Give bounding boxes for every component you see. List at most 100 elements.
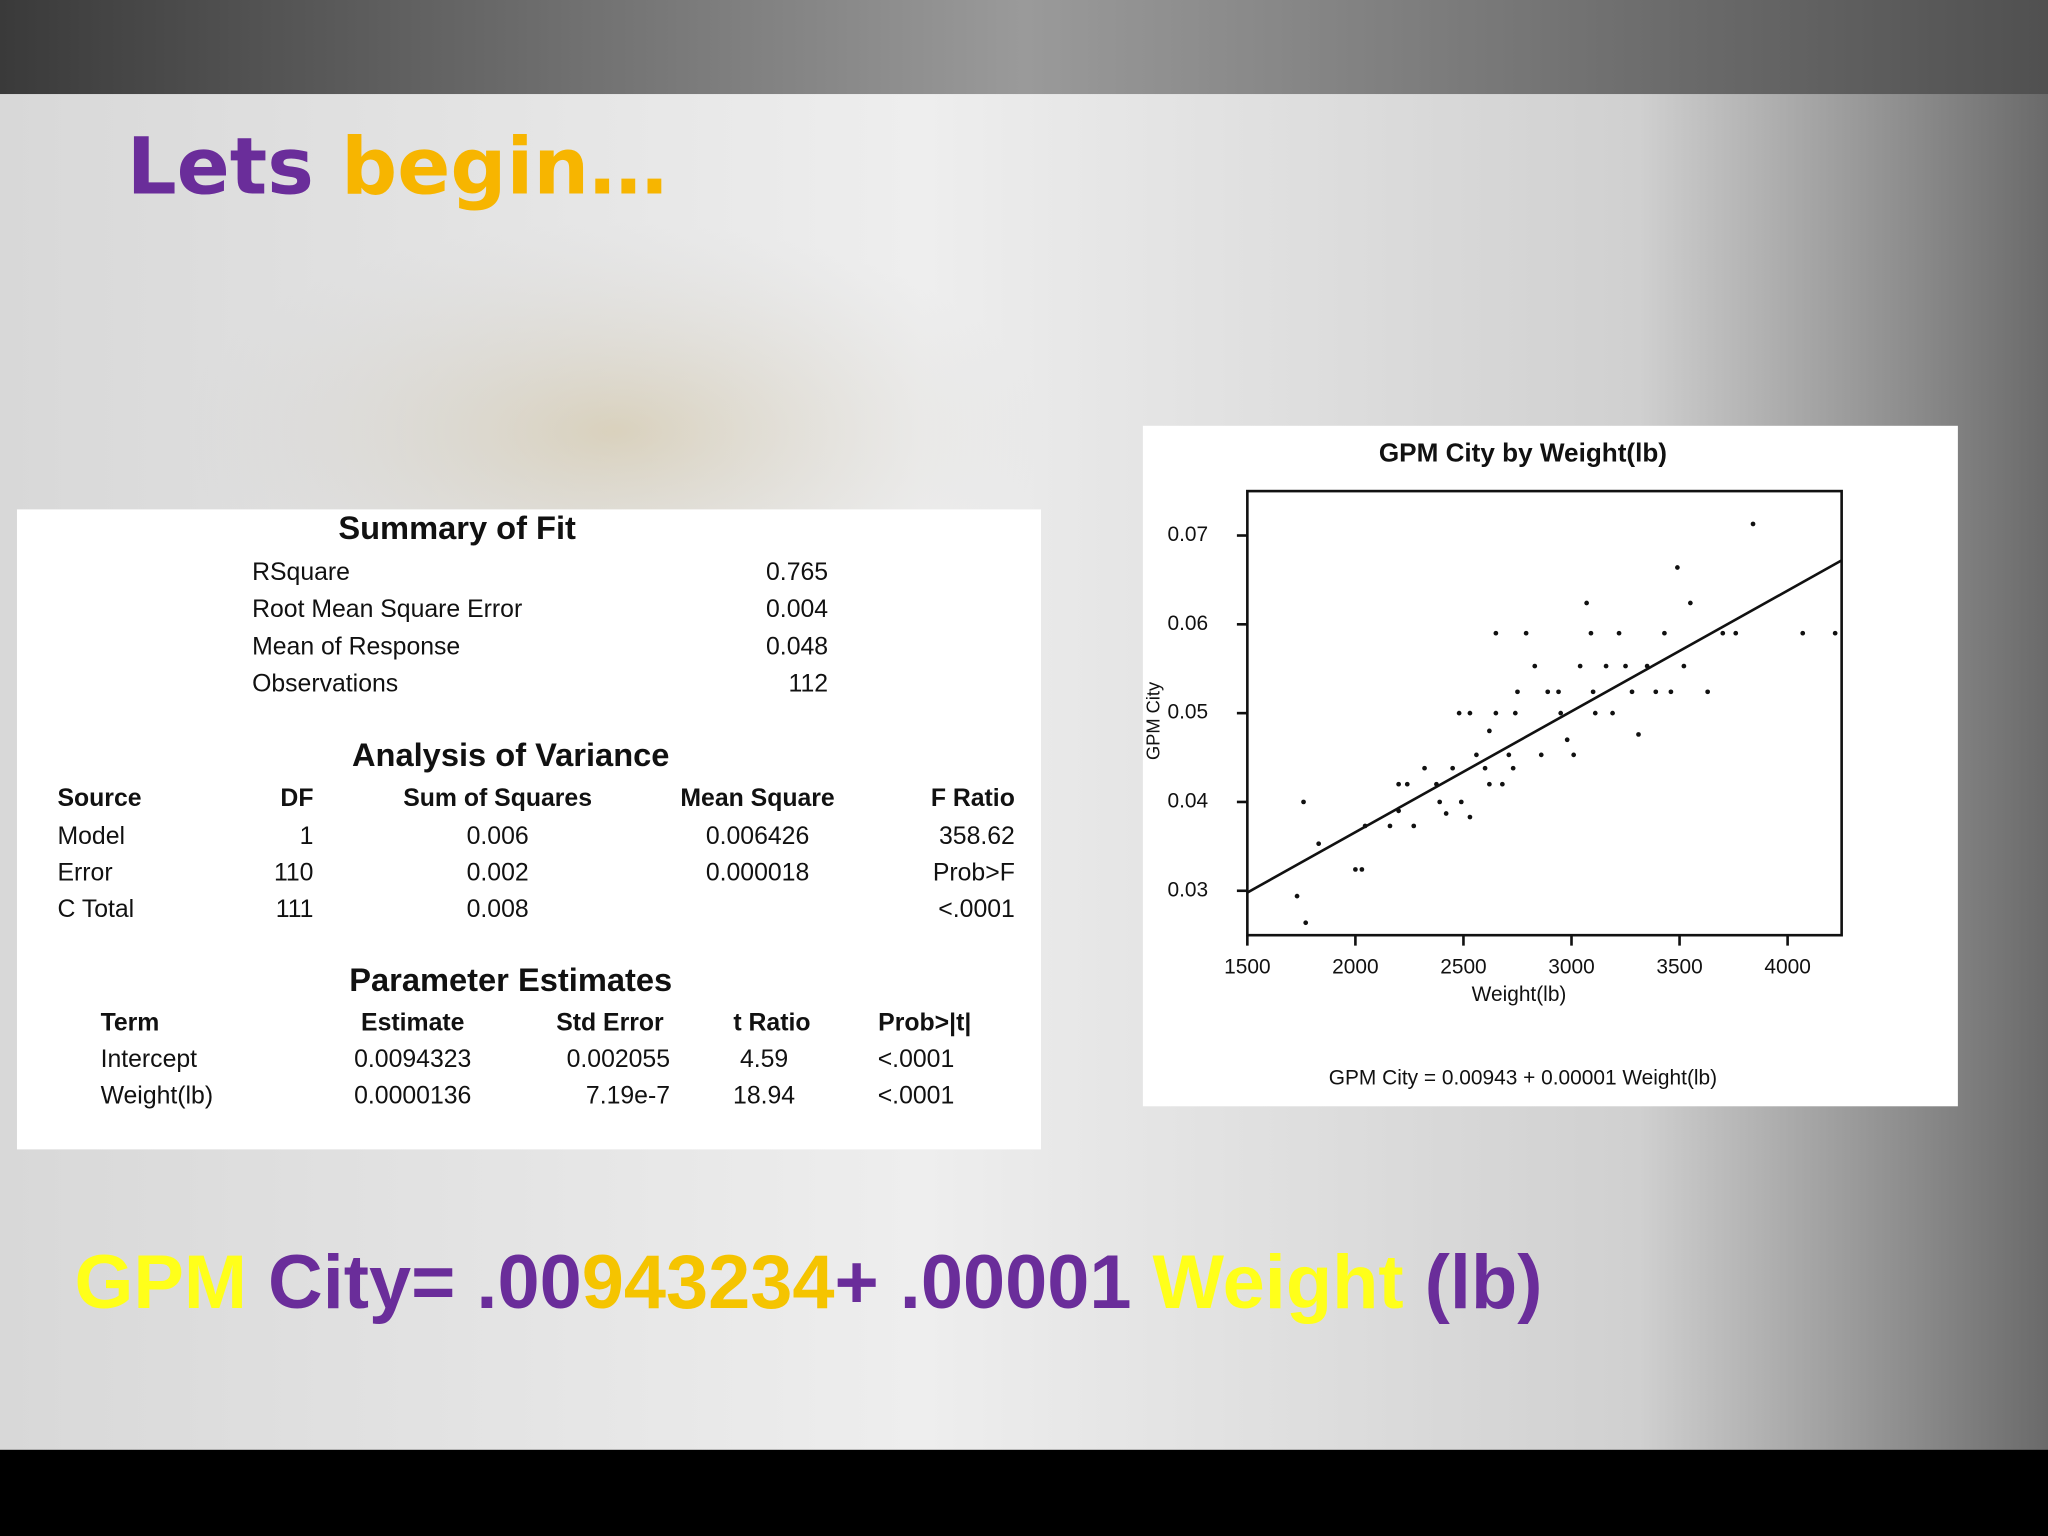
point [1301,799,1306,805]
equation: GPM City= .00943234+ .00001 Weight (lb) [74,1240,1542,1325]
table-header: Term [101,1010,160,1037]
table-cell: 0.048 [766,633,828,660]
y-tick-label: 0.07 [1168,523,1209,546]
table-header: F Ratio [931,785,1015,812]
point [1437,799,1443,805]
y-tick-label: 0.06 [1168,612,1209,635]
x-tick-label: 4000 [1764,955,1810,978]
point [1467,710,1473,716]
text-segment: 943234 [582,1240,835,1325]
point [1662,630,1667,636]
table-title: Summary of Fit [338,509,576,546]
point [1458,799,1464,805]
table-cell: 0.0094323 [354,1046,471,1073]
point [1688,600,1693,606]
point [1487,728,1492,734]
table-header: Source [57,785,141,812]
point [1443,811,1449,816]
point [1359,867,1365,872]
table-cell: Weight(lb) [101,1083,214,1110]
x-tick-label: 2500 [1440,955,1486,978]
table-cell: 1 [300,823,314,850]
fit-line [1246,559,1843,894]
point [1353,867,1358,872]
chart-panel [1142,425,1958,1107]
table-header: Mean Square [680,785,834,812]
text-segment: + .00001 [835,1240,1153,1325]
table-cell: 0.006 [467,823,529,850]
text-segment: Weight [1153,1240,1404,1325]
table-title: Parameter Estimates [349,961,672,998]
point [1705,689,1710,695]
point [1653,689,1659,695]
table-cell: Model [57,823,125,850]
table-cell: 4.59 [740,1046,788,1073]
table-cell: 0.000018 [706,859,809,886]
point [1584,600,1589,606]
point [1733,630,1739,636]
table-cell: 110 [274,859,314,886]
y-tick-label: 0.05 [1168,701,1209,724]
slide-title: Lets begin… [127,122,668,213]
table-cell: 0.002055 [567,1046,670,1073]
table-cell: Mean of Response [252,633,460,660]
text-segment: (lb) [1404,1240,1543,1325]
table-cell: RSquare [252,559,350,586]
point [1590,689,1596,695]
point [1474,752,1479,758]
point [1387,823,1393,829]
point [1558,710,1564,716]
table-cell: 0.765 [766,559,828,586]
table-cell: Prob>F [933,859,1015,886]
table-header: Std Error [556,1010,664,1037]
point [1720,630,1726,636]
table-cell: 0.006426 [706,823,809,850]
text-segment: GPM [74,1240,247,1325]
table-header: Estimate [361,1010,464,1037]
point [1316,841,1322,847]
point [1506,752,1512,758]
text-segment: begin… [341,122,667,213]
chart-title: GPM City by Weight(lb) [1379,437,1667,467]
table-header: t Ratio [733,1010,810,1037]
point [1512,710,1518,716]
point [1303,920,1309,926]
table-panel [16,509,1041,1150]
point [1422,765,1427,771]
point [1396,781,1401,787]
table-header: DF [280,785,313,812]
point [1482,765,1488,771]
table-cell: C Total [57,896,134,923]
table-cell: 7.19e-7 [586,1083,670,1110]
point [1750,521,1756,527]
table-header: Sum of Squares [403,785,592,812]
point [1493,710,1499,716]
point [1523,630,1529,636]
point [1532,663,1538,669]
point [1592,710,1598,716]
x-axis-label: Weight(lb) [1472,983,1567,1006]
point [1404,781,1410,787]
x-tick-label: 2000 [1332,955,1378,978]
point [1832,630,1838,636]
table-cell: 111 [276,896,314,923]
y-tick-label: 0.04 [1168,789,1209,812]
table-cell: 0.008 [467,896,529,923]
point [1675,565,1680,570]
x-tick-label: 1500 [1224,955,1270,978]
table-header: Prob>|t| [878,1010,971,1037]
text-segment: Lets [127,122,341,213]
point [1610,710,1615,716]
point [1450,765,1455,771]
point [1629,689,1635,695]
table-cell: <.0001 [878,1083,955,1110]
table-cell: 0.0000136 [354,1083,471,1110]
table-cell: Error [57,859,112,886]
top-band [0,0,2048,95]
text-segment: City= .00 [247,1240,582,1325]
point [1571,752,1577,758]
point [1538,752,1544,758]
point [1616,630,1622,636]
point [1499,781,1505,787]
